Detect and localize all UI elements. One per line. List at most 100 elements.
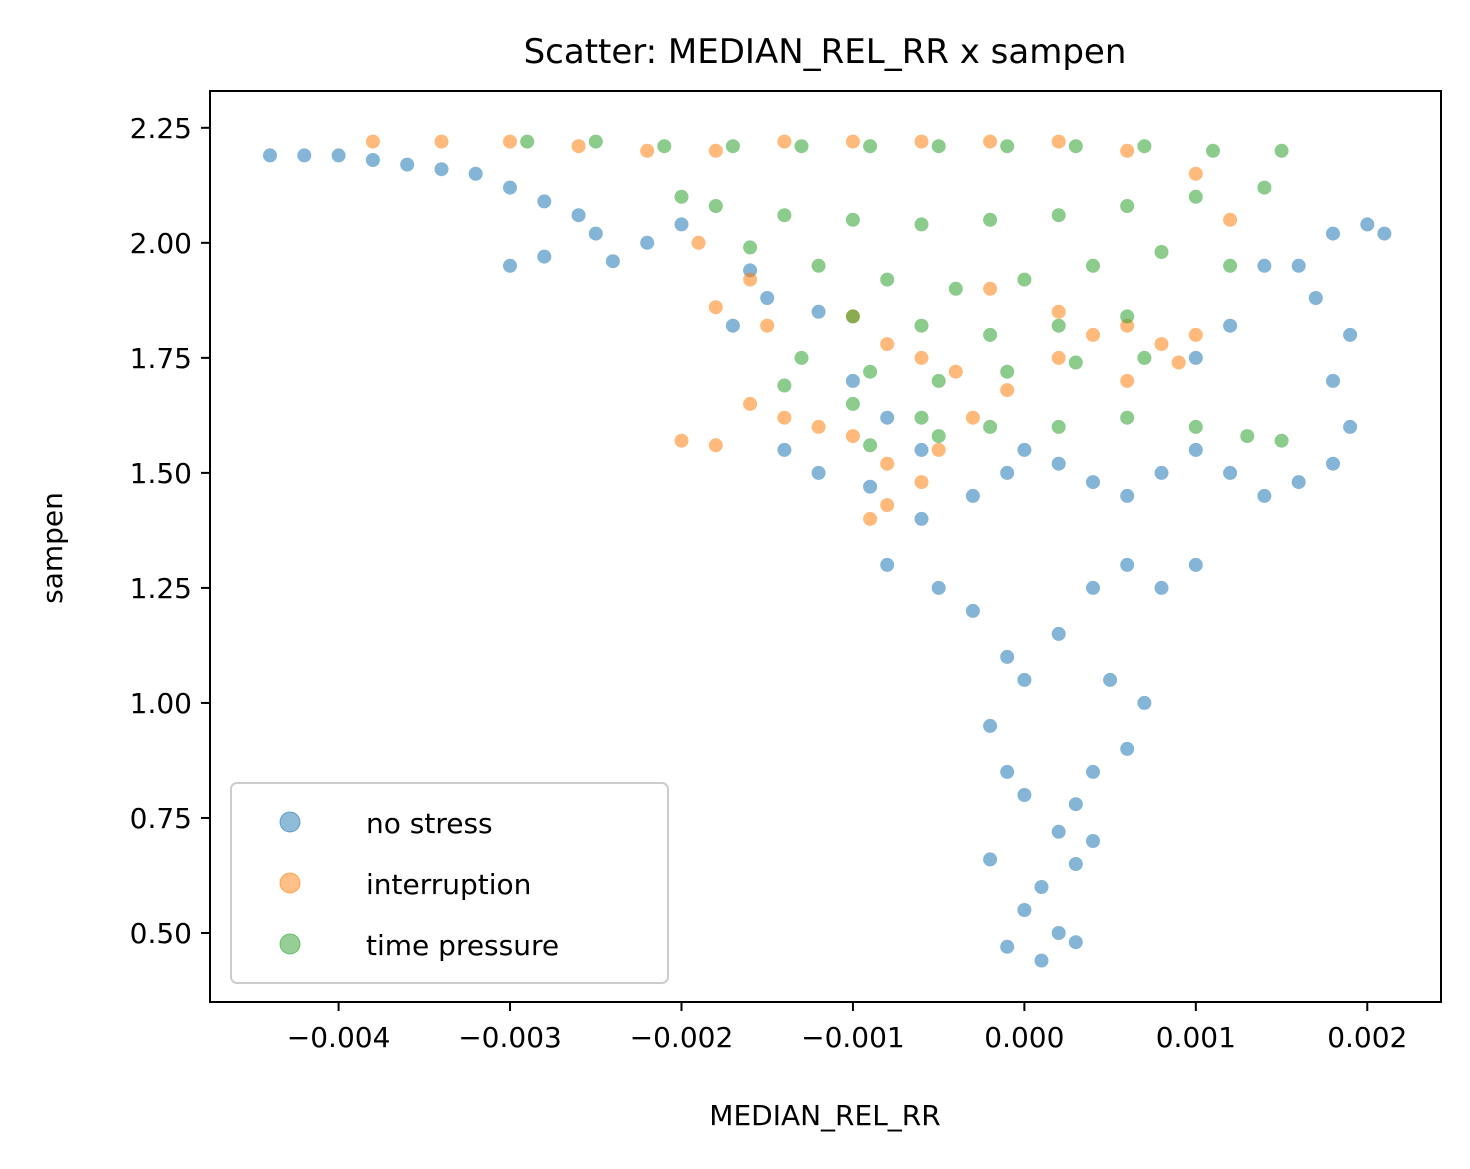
- data-point: [1188, 327, 1203, 342]
- data-point: [1257, 180, 1272, 195]
- data-point: [588, 226, 603, 241]
- legend: no stress interruption time pressure: [230, 782, 669, 984]
- data-point: [1223, 212, 1238, 227]
- data-point: [880, 557, 895, 572]
- data-point: [880, 337, 895, 352]
- data-point: [725, 318, 740, 333]
- data-point: [743, 396, 758, 411]
- data-point: [931, 580, 946, 595]
- data-point: [1017, 442, 1032, 457]
- data-point: [1000, 465, 1015, 480]
- data-point: [1068, 139, 1083, 154]
- data-point: [914, 350, 929, 365]
- data-point: [914, 475, 929, 490]
- data-point: [914, 511, 929, 526]
- data-point: [1086, 580, 1100, 595]
- data-point: [1000, 139, 1015, 154]
- data-point: [365, 134, 380, 149]
- data-point: [1120, 741, 1135, 756]
- data-point: [708, 438, 723, 453]
- plot-frame: [209, 90, 1442, 1003]
- y-tick-label: 1.75: [130, 342, 192, 375]
- data-point: [1017, 903, 1032, 917]
- data-point: [1120, 143, 1135, 158]
- data-point: [794, 350, 809, 365]
- data-point: [1068, 355, 1083, 370]
- y-axis: 0.50 0.75 1.00 1.25 1.50 1.75 2.00 2.25: [130, 112, 210, 950]
- series-0: [263, 148, 1392, 968]
- data-point: [640, 235, 655, 250]
- y-axis-label: sampen: [36, 492, 69, 604]
- data-point: [1051, 824, 1066, 839]
- data-point: [605, 254, 620, 269]
- data-point: [1240, 429, 1255, 444]
- data-point: [948, 364, 963, 379]
- data-point: [983, 327, 998, 342]
- data-point: [1291, 258, 1306, 273]
- data-point: [503, 134, 517, 149]
- x-tick-label: −0.004: [287, 1021, 391, 1054]
- data-point: [845, 309, 860, 324]
- data-point: [725, 139, 740, 154]
- data-point: [983, 281, 998, 296]
- data-point: [743, 272, 758, 287]
- data-point: [708, 300, 723, 315]
- data-point: [880, 498, 895, 513]
- data-point: [1120, 557, 1135, 572]
- data-point: [503, 180, 517, 195]
- data-point: [845, 212, 860, 227]
- data-point: [1068, 857, 1083, 871]
- data-point: [1034, 953, 1049, 968]
- data-point: [1051, 419, 1066, 434]
- y-tick-label: 0.75: [130, 802, 192, 835]
- data-point: [1017, 272, 1032, 287]
- data-point: [845, 429, 860, 444]
- data-point: [1188, 419, 1203, 434]
- x-axis-label: MEDIAN_REL_RR: [709, 1099, 940, 1132]
- data-point: [1000, 764, 1015, 779]
- data-point: [1017, 788, 1032, 802]
- data-point: [1223, 465, 1238, 480]
- data-point: [931, 139, 946, 154]
- data-point: [931, 373, 946, 388]
- data-point: [777, 442, 792, 457]
- data-point: [1120, 199, 1135, 213]
- data-point: [1051, 134, 1066, 149]
- data-point: [1223, 318, 1238, 333]
- data-point: [1120, 410, 1135, 425]
- data-point: [1137, 695, 1152, 710]
- y-tick-label: 1.50: [130, 457, 192, 490]
- data-point: [691, 235, 706, 250]
- data-point: [708, 143, 723, 158]
- data-point: [914, 410, 929, 425]
- data-point: [948, 281, 963, 296]
- data-point: [880, 272, 895, 287]
- data-point: [588, 134, 603, 149]
- y-tick-label: 2.00: [130, 227, 192, 260]
- data-point: [1206, 143, 1220, 158]
- x-tick-label: −0.002: [630, 1021, 734, 1054]
- data-point: [983, 134, 998, 149]
- data-point: [1154, 465, 1169, 480]
- data-point: [777, 134, 792, 149]
- data-point: [571, 139, 586, 154]
- data-point: [571, 208, 586, 223]
- data-point: [863, 438, 878, 453]
- x-tick-label: −0.001: [801, 1021, 905, 1054]
- data-point: [1086, 258, 1100, 273]
- data-point: [1120, 488, 1135, 503]
- data-point: [1154, 245, 1169, 259]
- data-point: [1137, 139, 1152, 154]
- legend-label: time pressure: [366, 929, 559, 962]
- y-tick-label: 0.50: [130, 917, 192, 950]
- data-point: [914, 134, 929, 149]
- data-point: [1086, 834, 1100, 848]
- data-point: [1308, 291, 1323, 305]
- data-point: [1000, 364, 1015, 379]
- data-point: [1377, 226, 1392, 241]
- data-point: [365, 153, 380, 167]
- data-point: [1188, 442, 1203, 457]
- data-point: [1343, 419, 1358, 434]
